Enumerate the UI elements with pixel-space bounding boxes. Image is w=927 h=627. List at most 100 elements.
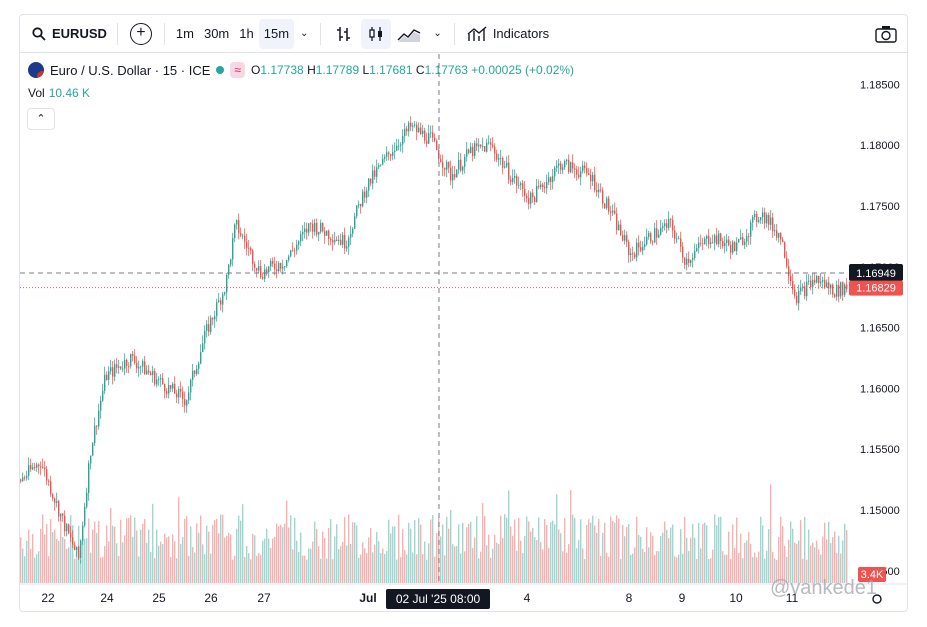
candle-body — [692, 257, 694, 260]
candle-body — [48, 480, 50, 482]
candle-body — [486, 142, 488, 152]
candle-body — [370, 178, 372, 184]
candle-body — [70, 533, 72, 538]
candle-body — [98, 410, 100, 427]
volume-bar — [590, 522, 592, 583]
volume-bar — [740, 533, 742, 583]
volume-bar — [360, 554, 362, 583]
volume-bar — [838, 535, 840, 583]
volume-bar — [742, 558, 744, 583]
volume-bar — [204, 554, 206, 583]
volume-bar — [736, 517, 738, 583]
volume-bar — [278, 526, 280, 583]
candle-body — [190, 379, 192, 393]
candle-body — [506, 162, 508, 167]
volume-bar — [412, 552, 414, 583]
candle-body — [312, 223, 314, 232]
legend-title[interactable]: Euro / U.S. Dollar · 15 · ICE — [50, 62, 211, 78]
candle-body — [186, 400, 188, 406]
volume-bar — [58, 540, 60, 583]
candle-body — [178, 388, 180, 398]
candle-body — [504, 166, 506, 168]
candle-body — [550, 177, 552, 183]
volume-bar — [258, 553, 260, 583]
candle-body — [270, 260, 272, 267]
candle-body — [196, 368, 198, 374]
volume-bar — [128, 517, 130, 583]
volume-bar — [184, 518, 186, 583]
collapse-legend-button[interactable]: ⌃ — [27, 108, 55, 130]
volume-bar — [88, 518, 90, 583]
candle-body — [478, 144, 480, 147]
candle-body — [654, 228, 656, 243]
candle-body — [716, 235, 718, 245]
volume-bar — [840, 553, 842, 583]
timeframe-1m[interactable]: 1m — [175, 26, 194, 41]
volume-bar — [572, 514, 574, 583]
volume-bar — [242, 504, 244, 583]
timeframe-dropdown-chevron-icon[interactable]: ⌄ — [300, 28, 309, 39]
x-tick-label: 10 — [729, 591, 743, 605]
indicators-button[interactable]: Indicators — [461, 19, 555, 49]
candle-body — [68, 524, 70, 534]
candle-body — [130, 353, 132, 367]
candle-body — [108, 371, 110, 381]
volume-bar — [110, 507, 112, 583]
candle-body — [434, 137, 436, 141]
volume-bar — [428, 543, 430, 583]
symbol-search-button[interactable]: EURUSD — [28, 19, 111, 49]
candle-body — [44, 467, 46, 470]
volume-bar — [706, 525, 708, 583]
candle-body — [580, 171, 582, 178]
candle-body — [144, 361, 146, 375]
volume-bar — [50, 519, 52, 583]
candle-body — [64, 515, 66, 532]
volume-bar — [608, 556, 610, 583]
candle-body — [448, 161, 450, 168]
candle-body — [274, 263, 276, 270]
candle-body — [636, 242, 638, 258]
candle-body — [766, 214, 768, 224]
timeframe-1h[interactable]: 1h — [239, 26, 254, 41]
volume-bar — [604, 522, 606, 583]
chart-type-chevron-icon[interactable]: ⌄ — [433, 28, 442, 39]
candle-body — [440, 159, 442, 163]
candle-body — [752, 216, 754, 223]
volume-bar — [264, 538, 266, 583]
volume-bar — [574, 517, 576, 583]
volume-bar — [814, 547, 816, 583]
candle-body — [430, 132, 432, 134]
timeframe-30m[interactable]: 30m — [203, 26, 230, 41]
candle-body — [406, 128, 408, 132]
settings-gear-icon[interactable] — [872, 594, 882, 604]
volume-bar — [616, 515, 618, 583]
candle-body — [564, 161, 566, 168]
watermark: @vankede1 — [770, 577, 878, 599]
volume-bar — [594, 525, 596, 583]
volume-legend: Vol 10.46 K — [28, 86, 91, 100]
candle-body — [38, 464, 40, 467]
camera-icon[interactable] — [875, 19, 897, 49]
candle-body — [652, 241, 654, 243]
candle-body — [192, 370, 194, 380]
volume-bar — [390, 533, 392, 583]
area-style-icon[interactable] — [391, 19, 427, 49]
candle-body — [834, 294, 836, 297]
candle-body — [772, 217, 774, 232]
volume-bar — [448, 528, 450, 583]
candle-body — [492, 144, 494, 147]
volume-bar — [744, 542, 746, 583]
volume-bar — [826, 539, 828, 583]
volume-bar — [52, 532, 54, 583]
compare-add-icon[interactable]: + — [129, 22, 152, 45]
candle-body — [604, 203, 606, 209]
timeframe-15m[interactable]: 15m — [258, 18, 295, 49]
candle-body — [520, 183, 522, 185]
volume-bar — [474, 537, 476, 583]
candles-style-icon[interactable] — [361, 18, 392, 49]
candle-body — [514, 176, 516, 178]
candle-body — [836, 284, 838, 297]
candle-body — [402, 135, 404, 145]
bar-style-icon[interactable] — [327, 19, 361, 49]
